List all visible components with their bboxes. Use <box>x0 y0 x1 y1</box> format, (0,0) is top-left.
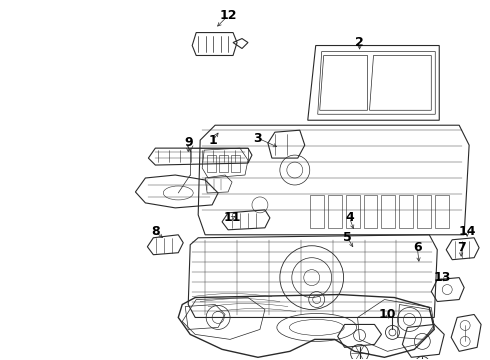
Text: 7: 7 <box>457 241 465 254</box>
Text: 11: 11 <box>223 211 241 224</box>
Text: 12: 12 <box>220 9 237 22</box>
Text: 14: 14 <box>458 225 476 238</box>
Text: 3: 3 <box>254 132 262 145</box>
Text: 6: 6 <box>413 241 422 254</box>
Text: 4: 4 <box>345 211 354 224</box>
Text: 9: 9 <box>184 136 193 149</box>
Text: 1: 1 <box>209 134 218 147</box>
Text: 2: 2 <box>355 36 364 49</box>
Text: 5: 5 <box>343 231 352 244</box>
Text: 13: 13 <box>434 271 451 284</box>
Text: 8: 8 <box>151 225 160 238</box>
Text: 10: 10 <box>379 308 396 321</box>
